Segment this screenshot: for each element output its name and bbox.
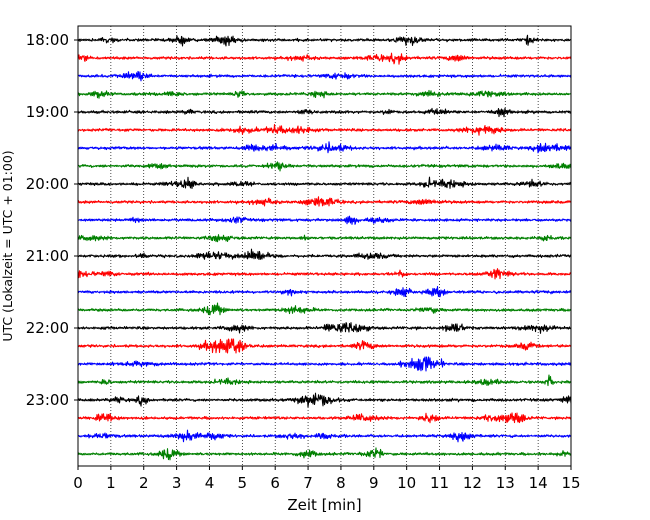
trace-2130 <box>77 286 572 298</box>
x-tick-label: 13 <box>496 474 515 492</box>
trace-1930 <box>77 141 572 154</box>
trace-2315 <box>77 412 572 424</box>
trace-2045 <box>77 234 572 243</box>
trace-1915 <box>77 124 572 136</box>
y-tick-label: 20:00 <box>26 175 69 193</box>
x-tick-label: 12 <box>463 474 482 492</box>
trace-1845 <box>77 89 572 99</box>
trace-2215 <box>77 338 572 354</box>
x-tick-label: 1 <box>106 474 116 492</box>
trace-1900 <box>77 107 572 118</box>
trace-1800 <box>77 34 572 47</box>
trace-2100 <box>77 248 572 261</box>
x-tick-label: 11 <box>430 474 449 492</box>
x-tick-label: 15 <box>561 474 580 492</box>
y-tick-label: 23:00 <box>26 391 69 409</box>
x-tick-label: 5 <box>238 474 248 492</box>
trace-2330 <box>77 429 572 443</box>
plot-frame <box>77 25 572 467</box>
trace-1815 <box>77 52 572 65</box>
y-tick-label: 21:00 <box>26 247 69 265</box>
trace-2030 <box>77 215 572 225</box>
x-tick-label: 6 <box>270 474 280 492</box>
trace-2230 <box>77 356 572 372</box>
x-tick-label: 8 <box>336 474 346 492</box>
trace-1830 <box>77 70 572 82</box>
y-tick-label: 22:00 <box>26 319 69 337</box>
x-tick-label: 14 <box>529 474 548 492</box>
grid-lines <box>110 26 539 466</box>
trace-group <box>77 34 572 461</box>
x-tick-label: 9 <box>369 474 379 492</box>
y-tick-label: 19:00 <box>26 103 69 121</box>
trace-2145 <box>77 302 572 316</box>
x-tick-label: 0 <box>73 474 83 492</box>
trace-2300 <box>77 392 572 408</box>
trace-2015 <box>77 196 572 207</box>
x-tick-label: 4 <box>205 474 215 492</box>
x-tick-label: 3 <box>172 474 182 492</box>
trace-2000 <box>77 176 572 190</box>
x-axis-label: Zeit [min] <box>287 496 361 514</box>
x-tick-label: 10 <box>397 474 416 492</box>
trace-2200 <box>77 322 572 334</box>
x-tick-label: 7 <box>303 474 313 492</box>
x-axis: 0 1 2 3 4 5 6 7 8 9 10 11 12 13 14 15 <box>73 466 581 492</box>
trace-2115 <box>77 268 572 280</box>
x-tick-label: 2 <box>139 474 149 492</box>
trace-1945 <box>77 161 572 172</box>
trace-2345 <box>77 447 572 461</box>
y-tick-label: 18:00 <box>26 31 69 49</box>
y-axis: 18:00 19:00 20:00 21:00 22:00 23:00 <box>26 31 78 409</box>
y-axis-label: UTC (Lokalzeit = UTC + 01:00) <box>0 150 15 341</box>
trace-2245 <box>77 374 572 387</box>
